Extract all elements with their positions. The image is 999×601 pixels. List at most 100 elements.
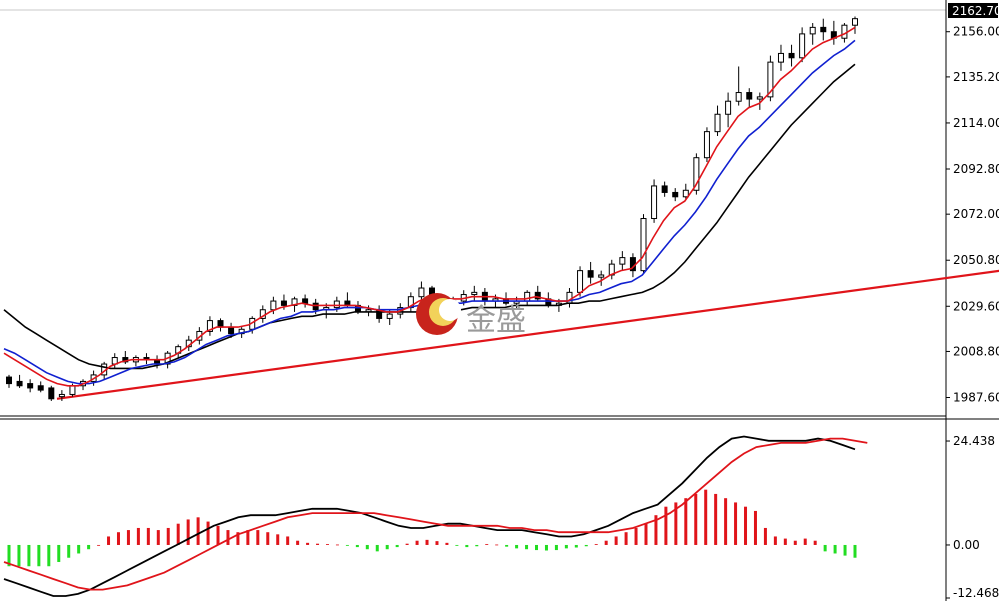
price-tick-label: 2156.00 [953,25,999,39]
histogram-bar [485,544,489,545]
histogram-bar [57,544,61,562]
histogram-bar [17,544,21,567]
histogram-bar [624,532,628,545]
price-tick-label: 2029.60 [953,299,999,313]
candle [164,351,171,369]
candle-body [280,300,287,306]
histogram-bar [525,544,529,550]
candle [777,44,784,71]
last-price-badge: 2162.70 [948,3,999,18]
candle-body [756,96,763,100]
watermark-text: 金盛 [466,303,526,338]
candle-body [228,326,235,335]
histogram-bar [544,544,548,551]
histogram-bar [286,536,290,545]
candle-body [27,383,34,389]
histogram-bar [783,538,787,545]
candle-body [841,24,848,39]
histogram-bar [166,527,170,545]
candle-body [820,26,827,33]
price-tick-label: 2050.80 [953,253,999,267]
histogram-bar [744,506,748,545]
histogram-bar [365,544,369,550]
candle-body [577,270,584,293]
histogram-bar [724,498,728,545]
candle [735,66,742,106]
histogram-bar [763,527,767,545]
macd-tick-label: -12.468 [953,586,999,600]
histogram-bar [445,542,449,545]
candle [830,20,837,45]
histogram-bar [186,519,190,545]
histogram-bar [196,517,200,545]
histogram-bar [27,544,31,567]
candle-body [217,320,224,328]
candle [111,353,118,369]
histogram-bar [415,540,419,545]
watermark-logo-icon [416,293,461,335]
candle [651,179,658,223]
histogram-bar [674,502,678,545]
price-tick-label: 2135.20 [953,70,999,84]
candle [16,374,23,388]
histogram-bar [47,544,51,567]
candle-body [302,298,309,304]
candle-body [386,313,393,319]
histogram-bar [276,534,280,545]
candle-body [16,380,23,387]
trendline-layer [56,269,999,400]
candle [640,214,647,273]
candle [672,188,679,202]
candle [407,292,414,312]
candle-body [767,61,774,98]
candle [566,288,573,308]
histogram-bar [156,530,160,545]
histogram-bar [843,544,847,556]
histogram-bar [216,525,220,545]
histogram-bar [654,515,658,545]
candle [302,294,309,308]
histogram-bar [505,544,509,547]
histogram-bar [465,544,469,548]
histogram-bar [753,510,757,545]
candle [217,318,224,332]
candle [6,374,12,388]
candle-body [587,270,594,278]
candle [37,381,44,393]
histogram-bar [316,543,320,545]
candle-body [534,291,541,300]
histogram-bar [335,544,339,546]
candle [132,355,139,367]
histogram-bar [614,536,618,545]
candle-body [777,52,784,63]
histogram-bar [475,544,479,547]
histogram-bar [564,544,568,549]
histogram-bar [803,538,807,545]
candle [27,379,34,393]
candle [48,385,55,401]
histogram-bar [425,539,429,545]
candle-body [471,291,478,296]
histogram-bar [435,541,439,545]
histogram-bar [146,527,150,545]
candle-body [735,92,742,102]
candle [661,181,668,197]
histogram-bar [644,523,648,545]
candle-body [661,185,668,193]
histogram-bar [634,527,638,545]
signal-line [3,437,868,591]
price-tick-label: 2008.80 [953,344,999,358]
candle-body [746,92,753,100]
candle-body [598,274,605,278]
candlestick-series [6,16,858,401]
macd-axis: 24.438 0.00 -12.468 [946,434,999,600]
histogram-bar [455,544,459,546]
candle [534,285,541,302]
histogram-bar [594,544,598,545]
histogram-bar [107,536,111,545]
candle-body [651,185,658,220]
histogram-bar [405,543,409,545]
histogram-bar [535,544,539,551]
candle [598,270,605,286]
